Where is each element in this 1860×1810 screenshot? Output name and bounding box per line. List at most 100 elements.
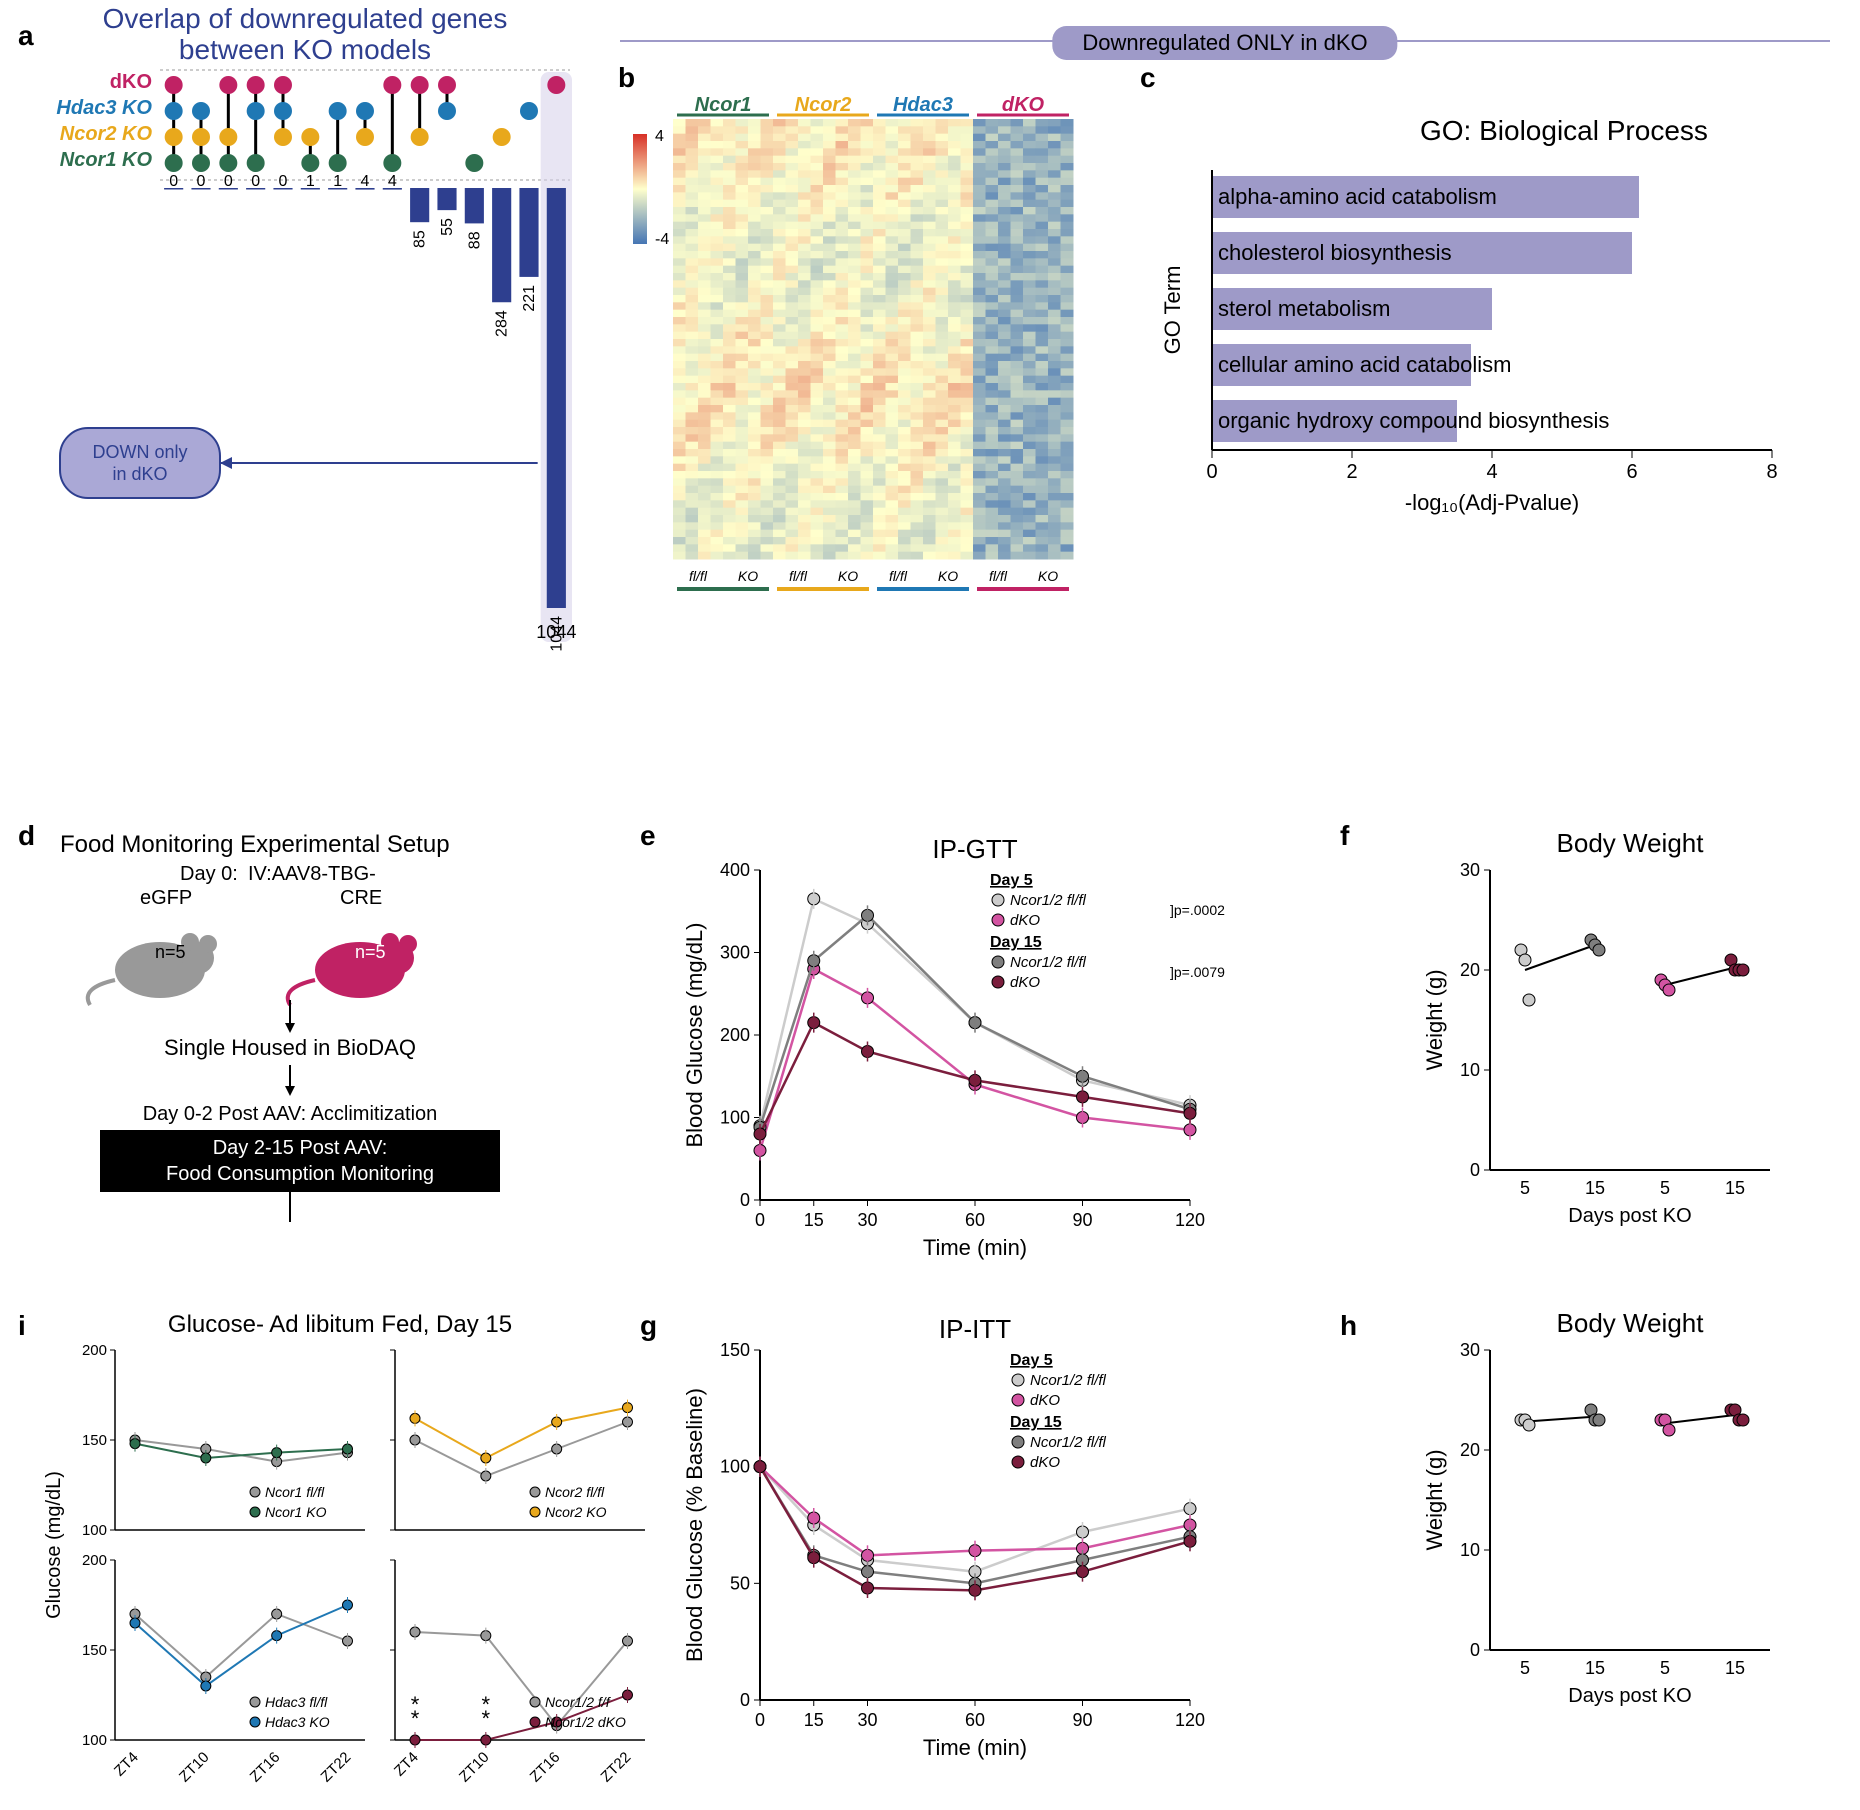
svg-text:Ncor2 KO: Ncor2 KO: [545, 1504, 607, 1520]
svg-text:15: 15: [804, 1210, 824, 1230]
svg-text:6: 6: [1626, 461, 1637, 483]
svg-text:Days post KO: Days post KO: [1568, 1685, 1691, 1707]
svg-text:ZT22: ZT22: [598, 1749, 635, 1786]
svg-text:60: 60: [965, 1210, 985, 1230]
svg-text:8: 8: [1766, 461, 1777, 483]
svg-text:221: 221: [521, 285, 538, 312]
upset-plot: dKOHdac3 KONcor2 KONcor1 KO0000011448555…: [30, 70, 590, 790]
svg-text:30: 30: [1460, 860, 1480, 880]
svg-text:dKO: dKO: [1010, 912, 1040, 929]
svg-text:Ncor2: Ncor2: [795, 94, 852, 116]
ip-itt-chart: IP-ITT050100150015306090120Time (min)Blo…: [680, 1310, 1280, 1790]
svg-text:Food Monitoring Experimental S: Food Monitoring Experimental Setup: [60, 831, 450, 858]
panel-c-label: c: [1140, 62, 1156, 94]
svg-text:Hdac3: Hdac3: [893, 94, 953, 116]
svg-text:Ncor1/2 dKO: Ncor1/2 dKO: [545, 1714, 626, 1730]
svg-text:0: 0: [224, 173, 233, 190]
svg-text:KO: KO: [738, 568, 758, 584]
svg-text:30: 30: [857, 1210, 877, 1230]
svg-text:Day 15: Day 15: [1010, 1414, 1062, 1431]
svg-text:88: 88: [466, 231, 483, 249]
svg-text:dKO: dKO: [1030, 1392, 1060, 1409]
svg-text:Day 15: Day 15: [990, 934, 1042, 951]
svg-text:ZT16: ZT16: [247, 1749, 284, 1786]
svg-text:GO: Biological Process: GO: Biological Process: [1420, 115, 1708, 146]
svg-text:Blood Glucose (% Baseline): Blood Glucose (% Baseline): [682, 1388, 707, 1662]
svg-text:Ncor2 fl/fl: Ncor2 fl/fl: [545, 1484, 605, 1500]
svg-text:0: 0: [755, 1710, 765, 1730]
svg-text:60: 60: [965, 1710, 985, 1730]
svg-text:Day 5: Day 5: [1010, 1352, 1053, 1369]
svg-text:0: 0: [169, 173, 178, 190]
svg-text:Ncor1/2 fl/fl: Ncor1/2 fl/fl: [1030, 1434, 1107, 1451]
svg-text:organic hydroxy compound biosy: organic hydroxy compound biosynthesis: [1218, 408, 1609, 433]
svg-text:150: 150: [720, 1340, 750, 1360]
svg-text:Day 2-15 Post AAV:: Day 2-15 Post AAV:: [213, 1137, 388, 1159]
adlib-glucose: Glucose- Ad libitum Fed, Day 15100150200…: [40, 1310, 660, 1810]
svg-text:150: 150: [82, 1642, 107, 1659]
svg-text:30: 30: [857, 1710, 877, 1730]
body-weight-f: Body Weight0102030515515Days post KOWeig…: [1420, 830, 1840, 1270]
svg-text:KO: KO: [1038, 568, 1058, 584]
svg-text:85: 85: [412, 230, 429, 248]
svg-text:Glucose (mg/dL): Glucose (mg/dL): [43, 1471, 65, 1619]
svg-text:eGFP: eGFP: [140, 887, 192, 909]
svg-text:KO: KO: [938, 568, 958, 584]
svg-text:Hdac3 KO: Hdac3 KO: [265, 1714, 330, 1730]
svg-text:-log₁₀(Adj-Pvalue): -log₁₀(Adj-Pvalue): [1405, 490, 1579, 515]
svg-text:0: 0: [1470, 1160, 1480, 1180]
svg-text:0: 0: [251, 173, 260, 190]
svg-text:dKO: dKO: [1010, 974, 1040, 991]
svg-text:*: *: [482, 1692, 491, 1717]
svg-text:IP-GTT: IP-GTT: [932, 834, 1017, 864]
panel-a-title: Overlap of downregulated genes between K…: [60, 4, 550, 66]
svg-text:15: 15: [1585, 1178, 1605, 1198]
svg-text:Glucose- Ad libitum Fed, Day 1: Glucose- Ad libitum Fed, Day 15: [168, 1311, 512, 1338]
svg-text:Hdac3 KO: Hdac3 KO: [56, 97, 152, 119]
svg-text:30: 30: [1460, 1340, 1480, 1360]
svg-text:ZT10: ZT10: [176, 1749, 213, 1786]
svg-text:10: 10: [1460, 1540, 1480, 1560]
svg-text:cellular amino acid catabolism: cellular amino acid catabolism: [1218, 352, 1511, 377]
svg-text:150: 150: [82, 1432, 107, 1449]
panel-d-label: d: [18, 820, 35, 852]
svg-text:ZT10: ZT10: [456, 1749, 493, 1786]
svg-text:Day 0-2 Post AAV: Acclimitizat: Day 0-2 Post AAV: Acclimitization: [143, 1103, 438, 1125]
svg-text:Ncor1 fl/fl: Ncor1 fl/fl: [265, 1484, 325, 1500]
svg-text:0: 0: [755, 1210, 765, 1230]
svg-text:1044: 1044: [536, 622, 576, 642]
svg-text:Weight (g): Weight (g): [1422, 969, 1447, 1070]
svg-text:CRE: CRE: [340, 887, 382, 909]
go-bar-chart: GO: Biological Processalpha-amino acid c…: [1160, 120, 1860, 550]
svg-text:4: 4: [361, 173, 370, 190]
svg-text:KO: KO: [838, 568, 858, 584]
svg-text:15: 15: [1725, 1178, 1745, 1198]
svg-text:120: 120: [1175, 1710, 1205, 1730]
svg-text:*: *: [411, 1692, 420, 1717]
svg-text:15: 15: [1585, 1658, 1605, 1678]
svg-text:Food Consumption Monitoring: Food Consumption Monitoring: [166, 1163, 434, 1185]
svg-text:100: 100: [82, 1522, 107, 1539]
svg-text:ZT16: ZT16: [527, 1749, 564, 1786]
svg-text:ZT4: ZT4: [391, 1749, 422, 1780]
svg-text:sterol metabolism: sterol metabolism: [1218, 296, 1390, 321]
svg-text:5: 5: [1520, 1178, 1530, 1198]
svg-text:0: 0: [1206, 461, 1217, 483]
svg-text:Day 5: Day 5: [990, 872, 1033, 889]
svg-text:n=5: n=5: [155, 942, 186, 962]
body-weight-h: Body Weight0102030515515Days post KOWeig…: [1420, 1310, 1840, 1750]
svg-text:5: 5: [1660, 1178, 1670, 1198]
svg-text:400: 400: [720, 860, 750, 880]
panel-e-label: e: [640, 820, 656, 852]
svg-text:0: 0: [740, 1690, 750, 1710]
svg-text:]p=.0002: ]p=.0002: [1170, 902, 1225, 918]
svg-text:300: 300: [720, 943, 750, 963]
svg-text:1: 1: [306, 173, 315, 190]
svg-text:284: 284: [494, 310, 511, 337]
experimental-setup: Food Monitoring Experimental SetupDay 0:…: [40, 830, 600, 1310]
svg-text:Ncor1/2 fl/fl: Ncor1/2 fl/fl: [1030, 1372, 1107, 1389]
svg-text:Days post KO: Days post KO: [1568, 1205, 1691, 1227]
svg-text:10: 10: [1460, 1060, 1480, 1080]
svg-text:0: 0: [279, 173, 288, 190]
svg-text:50: 50: [730, 1573, 750, 1593]
